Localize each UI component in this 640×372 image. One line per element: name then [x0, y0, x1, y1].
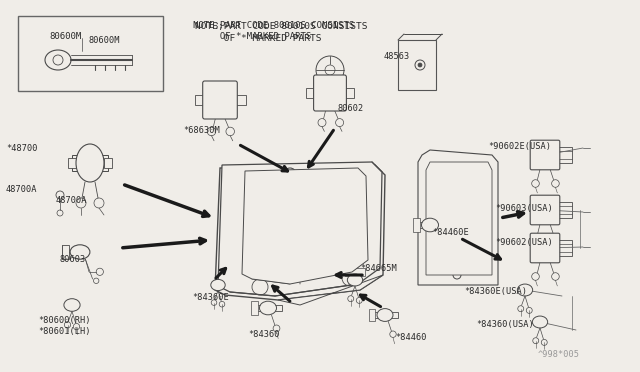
Text: OF * MARKED PARTS: OF * MARKED PARTS: [193, 32, 311, 41]
Polygon shape: [418, 150, 498, 285]
FancyBboxPatch shape: [203, 81, 237, 119]
Text: *84360E(USA): *84360E(USA): [464, 287, 527, 296]
Text: NOTE;PART CODE 80010S CONSISTS: NOTE;PART CODE 80010S CONSISTS: [193, 21, 355, 30]
Text: *84360: *84360: [248, 330, 280, 339]
Bar: [558, 202, 572, 218]
Polygon shape: [215, 165, 385, 300]
Bar: [369, 309, 376, 321]
FancyBboxPatch shape: [314, 75, 346, 111]
Bar: [306, 88, 316, 98]
Ellipse shape: [76, 144, 104, 182]
Circle shape: [76, 247, 84, 257]
Circle shape: [418, 63, 422, 67]
Polygon shape: [350, 178, 370, 278]
Text: 48563: 48563: [384, 52, 410, 61]
Bar: [104, 158, 112, 168]
Circle shape: [325, 65, 335, 75]
Polygon shape: [240, 172, 372, 288]
Circle shape: [538, 241, 552, 255]
Text: *90602(USA): *90602(USA): [495, 238, 553, 247]
Ellipse shape: [64, 299, 80, 311]
Ellipse shape: [517, 284, 532, 296]
FancyBboxPatch shape: [530, 140, 560, 170]
Circle shape: [324, 85, 337, 98]
Bar: [62, 245, 69, 259]
Text: OF * MARKED PARTS: OF * MARKED PARTS: [195, 34, 321, 43]
Polygon shape: [242, 168, 368, 284]
Circle shape: [78, 250, 82, 254]
Text: 80600M: 80600M: [50, 32, 82, 41]
Ellipse shape: [259, 301, 276, 315]
FancyBboxPatch shape: [530, 233, 560, 263]
Ellipse shape: [348, 274, 363, 286]
Polygon shape: [278, 275, 383, 305]
Circle shape: [215, 282, 221, 288]
Circle shape: [82, 155, 98, 171]
Text: *80601(LH): *80601(LH): [38, 327, 90, 336]
Circle shape: [56, 191, 64, 199]
Bar: [68, 158, 76, 168]
Circle shape: [351, 277, 358, 283]
Ellipse shape: [53, 55, 63, 65]
Circle shape: [538, 203, 552, 217]
Bar: [72, 155, 108, 171]
Bar: [18, 16, 163, 91]
Circle shape: [290, 172, 300, 182]
Polygon shape: [426, 162, 492, 275]
Text: 80600M: 80600M: [88, 36, 120, 45]
Bar: [413, 218, 420, 232]
Circle shape: [87, 160, 93, 166]
Text: *84360E: *84360E: [192, 293, 228, 302]
Ellipse shape: [211, 279, 225, 291]
Ellipse shape: [377, 309, 393, 321]
Text: 48700A: 48700A: [6, 185, 38, 194]
Text: *84665M: *84665M: [360, 264, 397, 273]
Text: NOTE;PART CODE 80010S CONSISTS: NOTE;PART CODE 80010S CONSISTS: [195, 22, 367, 31]
Circle shape: [316, 56, 344, 84]
Bar: [251, 301, 258, 315]
Bar: [195, 95, 205, 105]
Text: *84460: *84460: [395, 333, 426, 342]
Text: 48700A: 48700A: [56, 196, 88, 205]
Circle shape: [542, 207, 548, 213]
Text: *48700: *48700: [6, 144, 38, 153]
Polygon shape: [218, 162, 382, 296]
Text: *80600(RH): *80600(RH): [38, 316, 90, 325]
Circle shape: [522, 286, 529, 294]
Ellipse shape: [422, 218, 438, 232]
Circle shape: [287, 171, 292, 176]
Bar: [558, 147, 572, 163]
Ellipse shape: [70, 245, 90, 259]
Circle shape: [218, 96, 223, 101]
Bar: [558, 240, 572, 256]
Bar: [344, 88, 354, 98]
Text: 80603: 80603: [60, 255, 86, 264]
Text: *84360(USA): *84360(USA): [476, 320, 534, 329]
Circle shape: [542, 245, 548, 251]
Ellipse shape: [45, 50, 71, 70]
Circle shape: [68, 301, 76, 309]
Text: 80602: 80602: [338, 104, 364, 113]
Text: *84460E: *84460E: [432, 228, 468, 237]
FancyBboxPatch shape: [530, 195, 560, 225]
Text: *90602E(USA): *90602E(USA): [488, 142, 551, 151]
Bar: [236, 95, 246, 105]
Ellipse shape: [532, 316, 548, 328]
Polygon shape: [248, 272, 290, 288]
Circle shape: [213, 92, 227, 105]
Bar: [255, 305, 282, 311]
Text: ^998*005: ^998*005: [538, 350, 580, 359]
Bar: [417, 222, 444, 228]
Bar: [345, 268, 365, 276]
Circle shape: [293, 175, 297, 179]
Text: *90603(USA): *90603(USA): [495, 204, 553, 213]
Circle shape: [538, 148, 552, 162]
Circle shape: [536, 318, 543, 326]
Bar: [398, 40, 436, 90]
Bar: [372, 312, 398, 318]
Circle shape: [542, 152, 548, 158]
Text: *68630M: *68630M: [183, 126, 220, 135]
Circle shape: [328, 89, 332, 94]
